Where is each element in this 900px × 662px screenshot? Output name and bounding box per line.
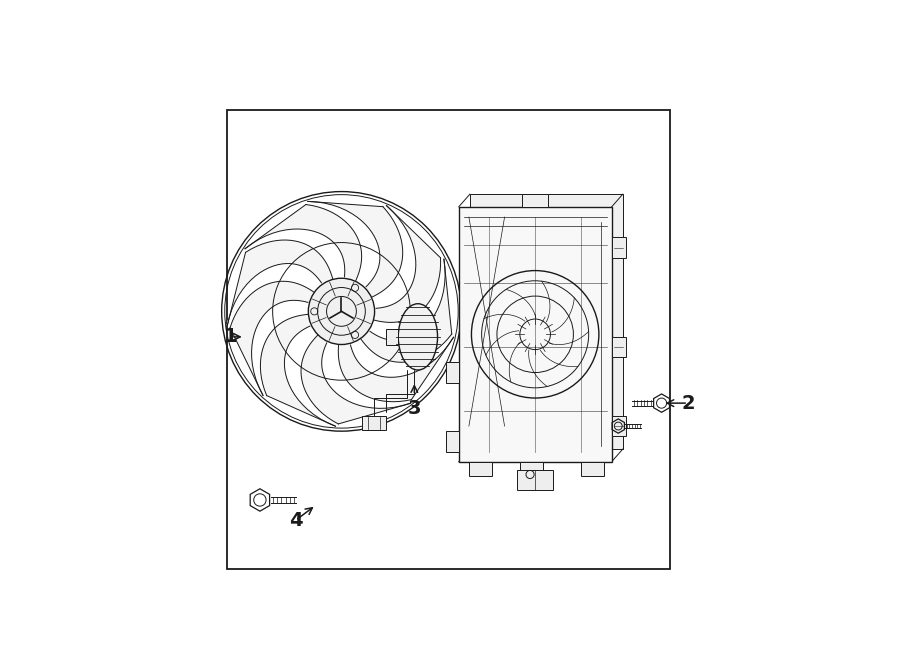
Bar (581, 462, 604, 476)
Text: 4: 4 (289, 511, 302, 530)
Bar (522, 194, 548, 207)
Polygon shape (228, 240, 333, 326)
Polygon shape (260, 314, 336, 426)
Polygon shape (230, 281, 316, 395)
Bar (520, 462, 543, 476)
Polygon shape (308, 201, 402, 298)
Polygon shape (372, 205, 441, 322)
Ellipse shape (399, 304, 437, 370)
Bar (612, 337, 625, 357)
Text: 3: 3 (408, 399, 421, 418)
Polygon shape (245, 205, 362, 283)
Bar (469, 462, 491, 476)
Bar (612, 238, 625, 258)
Bar (470, 194, 623, 449)
Bar (227, 110, 670, 569)
Bar (459, 207, 612, 462)
FancyBboxPatch shape (362, 416, 386, 430)
FancyBboxPatch shape (385, 329, 399, 344)
Circle shape (309, 278, 374, 344)
Text: 2: 2 (681, 394, 695, 412)
Text: 1: 1 (224, 327, 238, 346)
Bar (446, 362, 459, 383)
Bar (446, 431, 459, 451)
Polygon shape (359, 259, 452, 362)
Polygon shape (301, 334, 410, 424)
Bar (612, 416, 625, 436)
Bar (518, 471, 553, 490)
Polygon shape (338, 337, 454, 402)
